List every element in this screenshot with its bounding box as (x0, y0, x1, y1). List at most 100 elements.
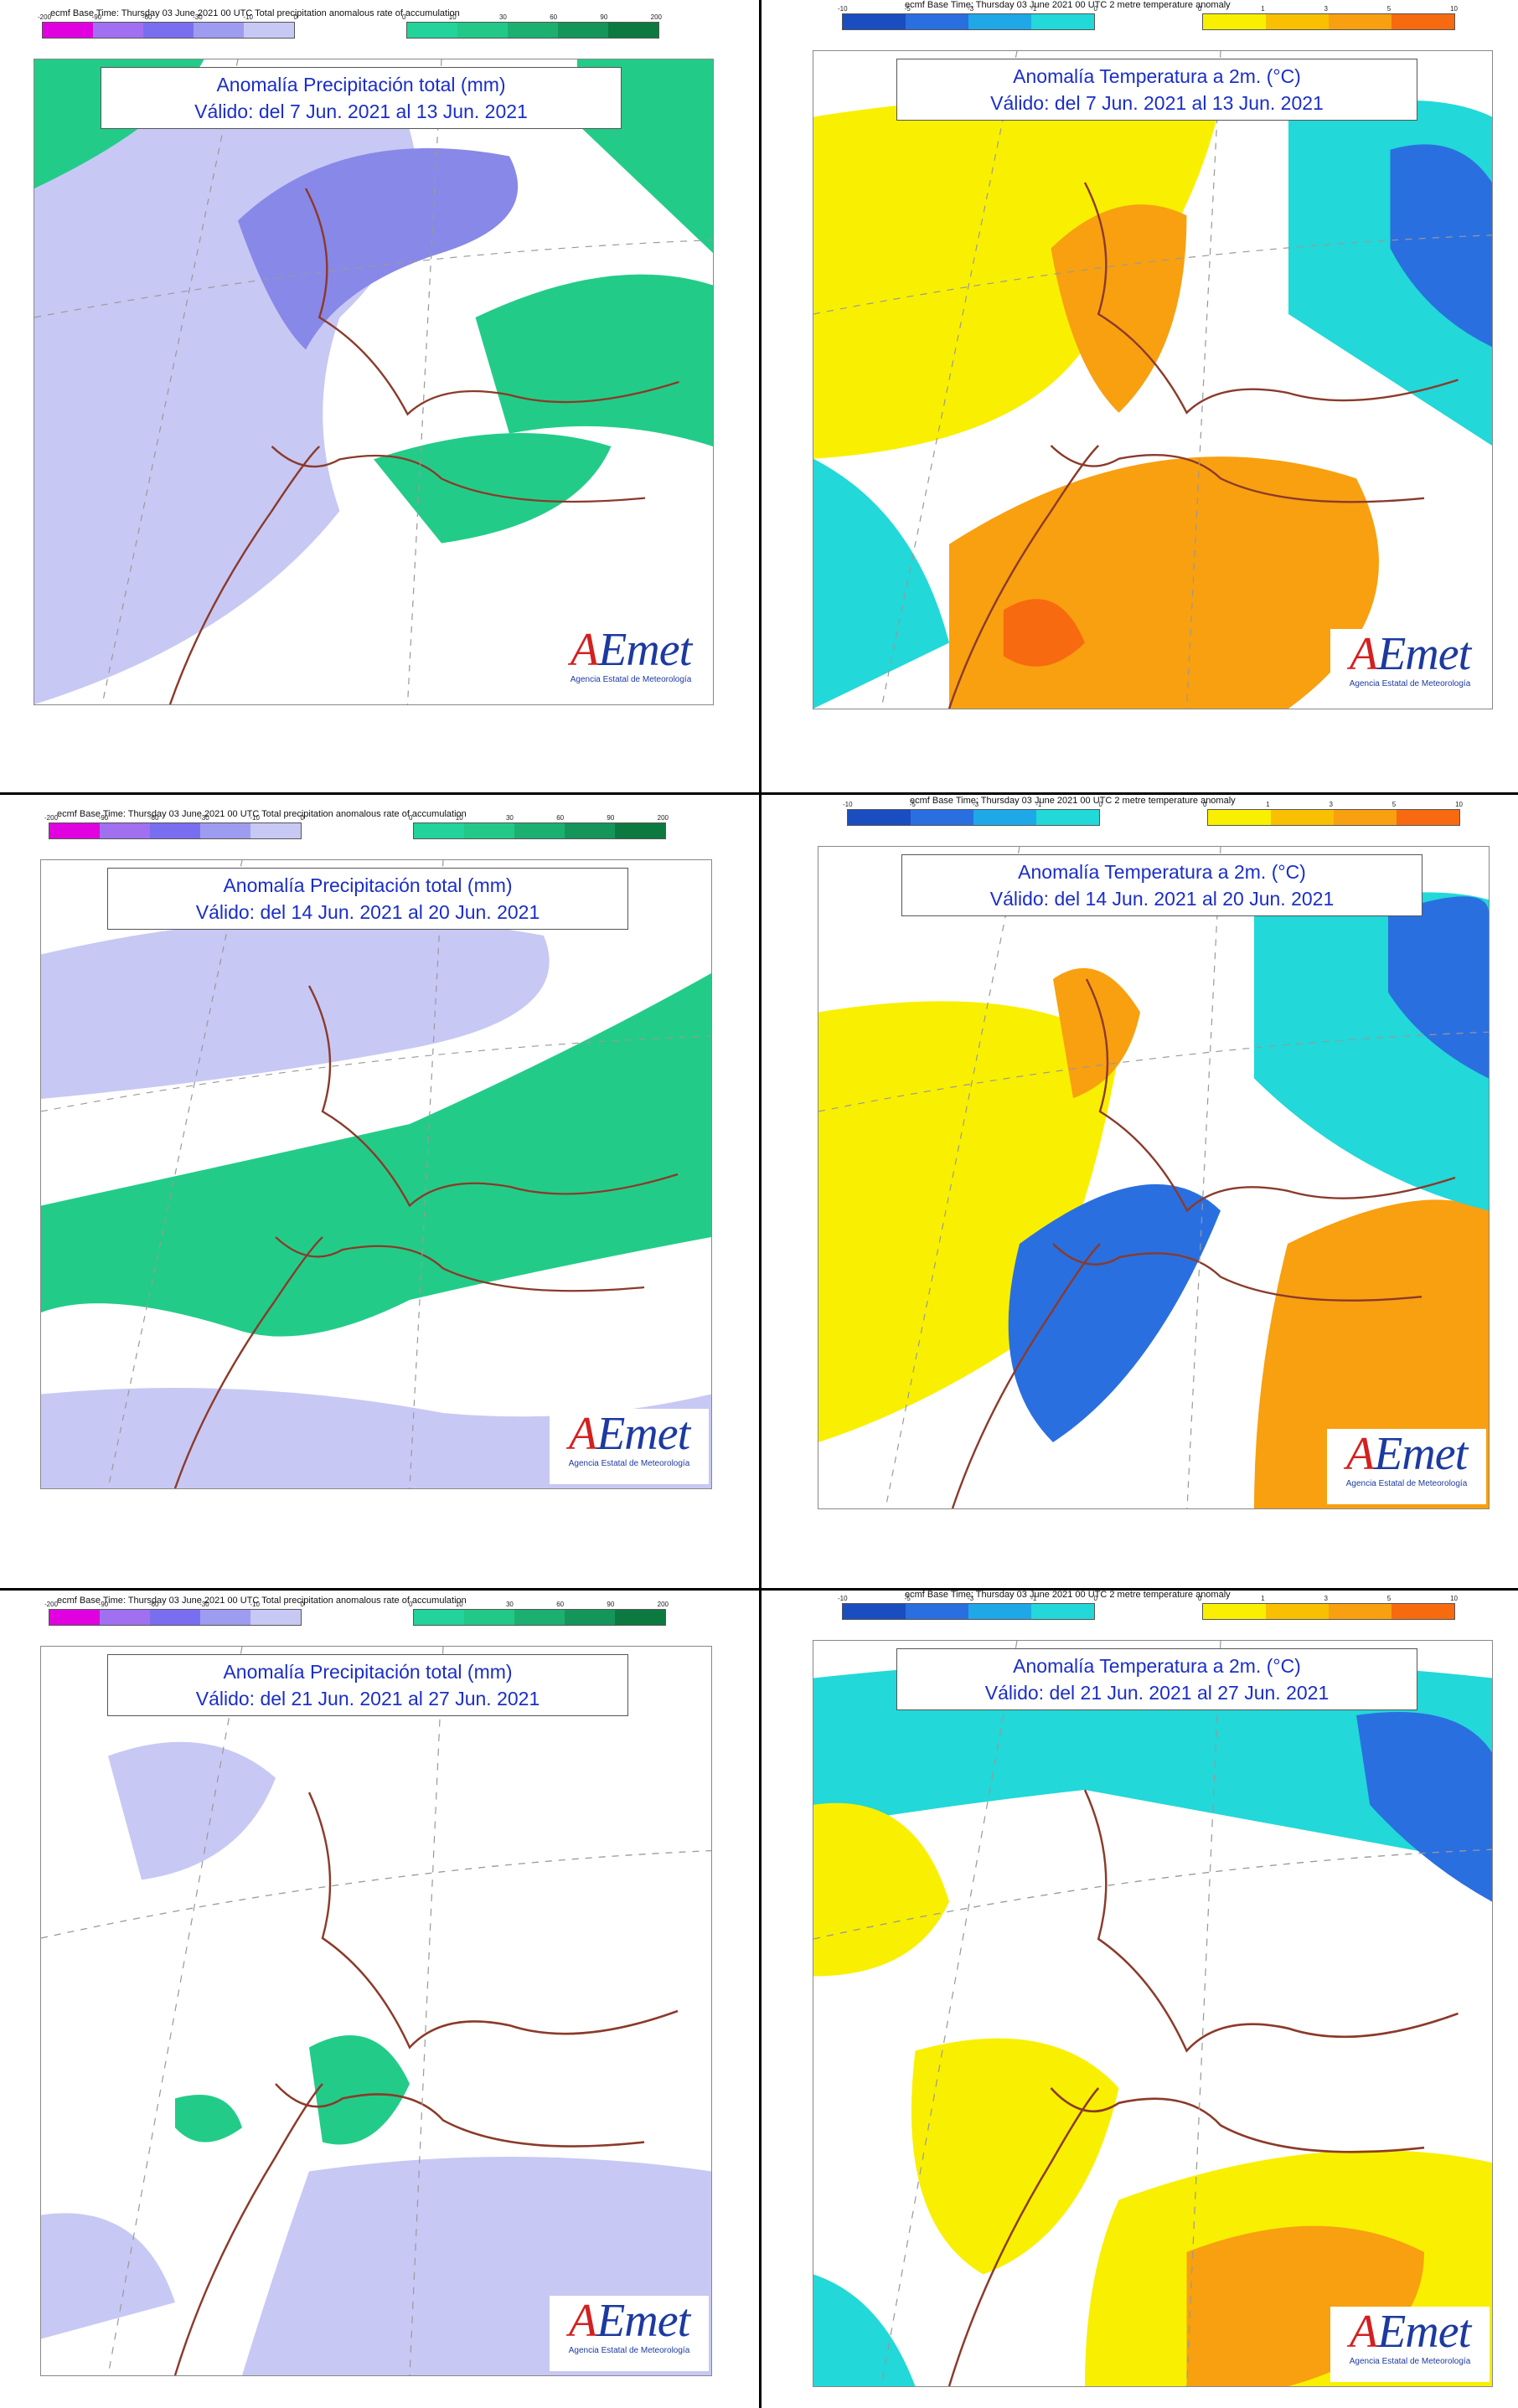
tick-label: 60 (556, 814, 565, 822)
tick-label: 60 (556, 1601, 565, 1608)
legend-caption: ecmf Base Time: Thursday 03 June 2021 00… (905, 0, 1231, 10)
tick-label: 30 (498, 13, 507, 21)
strong-cool-region (1388, 896, 1489, 1079)
map-title: Anomalía Precipitación total (mm) (223, 874, 513, 896)
strong-cool-region (1390, 144, 1492, 348)
tick-label: 0 (409, 1601, 413, 1608)
map-title: Anomalía Precipitación total (mm) (223, 1661, 513, 1683)
wet-anomaly-region (374, 432, 612, 544)
aemet-logo: AEmet Agencia Estatal de Meteorología (1327, 1429, 1486, 1504)
tick-label: 5 (1392, 801, 1397, 808)
strong-cool-region (1008, 1183, 1221, 1442)
tick-label: 0 (1198, 5, 1202, 13)
tick-label: -5 (909, 801, 916, 808)
row-divider-2 (0, 1588, 1518, 1591)
coastline (951, 978, 1456, 1508)
map-panel-precip-week2: ecmf Base Time: Thursday 03 June 2021 00… (32, 809, 719, 1496)
tick-label: -60 (148, 1601, 159, 1608)
aemet-logo: AEmet Agencia Estatal de Meteorología (1330, 2307, 1490, 2382)
tick-label: 3 (1324, 5, 1328, 13)
tick-label: 90 (600, 13, 608, 21)
map-validity: Válido: del 14 Jun. 2021 al 20 Jun. 2021 (195, 901, 540, 923)
map-panel-precip-week1: ecmf Base Time: Thursday 03 June 2021 00… (25, 8, 720, 712)
anomaly-map (40, 859, 712, 1489)
legend-negative-scale (49, 822, 302, 839)
legend-positive-scale (413, 1609, 666, 1626)
map-title-box: Anomalía Temperatura a 2m. (°C) Válido: d… (901, 854, 1422, 916)
legend-positive-ticks: 0 1 3 5 10 (1198, 5, 1458, 13)
tick-label: 0 (1093, 5, 1097, 13)
tick-label: -90 (91, 13, 102, 21)
tick-label: -200 (38, 13, 52, 21)
map-title-box: Anomalía Temperatura a 2m. (°C) Válido: d… (896, 59, 1417, 121)
cool-anomaly-region (813, 2274, 916, 2386)
legend-negative-ticks: -10 -5 -3 -1 0 (838, 5, 1097, 13)
legend-positive-scale (406, 22, 659, 39)
aemet-logo: AEmet Agencia Estatal de Meteorología (551, 625, 710, 700)
vertical-divider (759, 0, 762, 2408)
map-title: Anomalía Temperatura a 2m. (°C) (1018, 861, 1306, 883)
graticule (41, 860, 711, 1488)
graticule (41, 1647, 711, 2375)
row-divider-1 (0, 792, 1518, 795)
legend-positive-ticks: 0 10 30 60 90 200 (402, 13, 662, 21)
tick-label: 0 (1093, 1595, 1097, 1602)
tick-label: 1 (1266, 801, 1270, 808)
legend-positive-ticks: 0 10 30 60 90 200 (409, 1601, 669, 1608)
tick-label: -10 (838, 5, 848, 13)
tick-label: -60 (142, 13, 152, 21)
legend-negative-ticks: -10 -5 -3 -1 0 (843, 801, 1102, 808)
legend-negative-scale (42, 22, 295, 39)
warm-anomaly-region (813, 95, 1221, 459)
tick-label: -10 (250, 814, 260, 822)
graticule (818, 847, 1489, 1508)
tick-label: 200 (657, 1601, 669, 1608)
map-validity: Válido: del 14 Jun. 2021 al 20 Jun. 2021 (989, 888, 1335, 910)
map-validity: Válido: del 7 Jun. 2021 al 13 Jun. 2021 (990, 92, 1324, 114)
aemet-logo: AEmet Agencia Estatal de Meteorología (550, 2296, 709, 2371)
aemet-logo: AEmet Agencia Estatal de Meteorología (550, 1409, 709, 1484)
anomaly-map (818, 846, 1490, 1509)
tick-label: 0 (409, 814, 413, 822)
tick-label: 10 (1455, 801, 1463, 808)
legend-negative-ticks: -10 -5 -3 -1 0 (838, 1595, 1097, 1602)
graticule (34, 59, 713, 704)
legend-caption: ecmf Base Time: Thursday 03 June 2021 00… (905, 1590, 1231, 1600)
coastline (173, 985, 679, 1488)
map-title-box: Anomalía Precipitación total (mm) Válido:… (101, 67, 622, 129)
tick-label: 0 (300, 814, 304, 822)
tick-label: -5 (904, 1595, 911, 1602)
anomaly-map (40, 1646, 712, 2376)
map-title-box: Anomalía Temperatura a 2m. (°C) Válido: d… (896, 1648, 1417, 1710)
tick-label: -60 (148, 814, 159, 822)
warm-anomaly-region (818, 1001, 1120, 1442)
tick-label: 10 (1450, 5, 1458, 13)
legend-positive-ticks: 0 10 30 60 90 200 (409, 814, 669, 822)
anomaly-map (813, 1640, 1493, 2387)
coastline (947, 182, 1459, 709)
legend-caption: ecmf Base Time: Thursday 03 June 2021 00… (57, 1596, 467, 1606)
map-panel-temp-week2: ecmf Base Time: Thursday 03 June 2021 00… (809, 796, 1496, 1516)
tick-label: -10 (243, 13, 253, 21)
legend-positive-ticks: 0 1 3 5 10 (1198, 1595, 1458, 1602)
legend-positive-scale (1207, 809, 1460, 826)
wet-anomaly-region (475, 274, 713, 446)
legend-caption: ecmf Base Time: Thursday 03 June 2021 00… (910, 796, 1236, 806)
tick-label: -1 (1030, 1595, 1037, 1602)
legend-caption: ecmf Base Time: Thursday 03 June 2021 00… (57, 809, 467, 819)
map-title: Anomalía Temperatura a 2m. (°C) (1013, 65, 1301, 87)
strong-dry-region (238, 147, 519, 350)
tick-label: -3 (967, 5, 974, 13)
tick-label: 0 (300, 1601, 304, 1608)
warm-anomaly-region (911, 2038, 1119, 2275)
map-panel-temp-week1: ecmf Base Time: Thursday 03 June 2021 00… (804, 0, 1500, 716)
legend-negative-scale (847, 809, 1100, 826)
tick-label: 30 (505, 814, 514, 822)
legend-negative-scale (842, 13, 1095, 30)
map-title: Anomalía Precipitación total (mm) (216, 74, 506, 95)
map-validity: Válido: del 21 Jun. 2021 al 27 Jun. 2021 (195, 1688, 540, 1709)
warm-anomaly-region (813, 1802, 949, 1977)
aemet-logo: AEmet Agencia Estatal de Meteorología (1330, 629, 1490, 704)
tick-label: 0 (1203, 801, 1207, 808)
legend-positive-scale (413, 822, 666, 839)
